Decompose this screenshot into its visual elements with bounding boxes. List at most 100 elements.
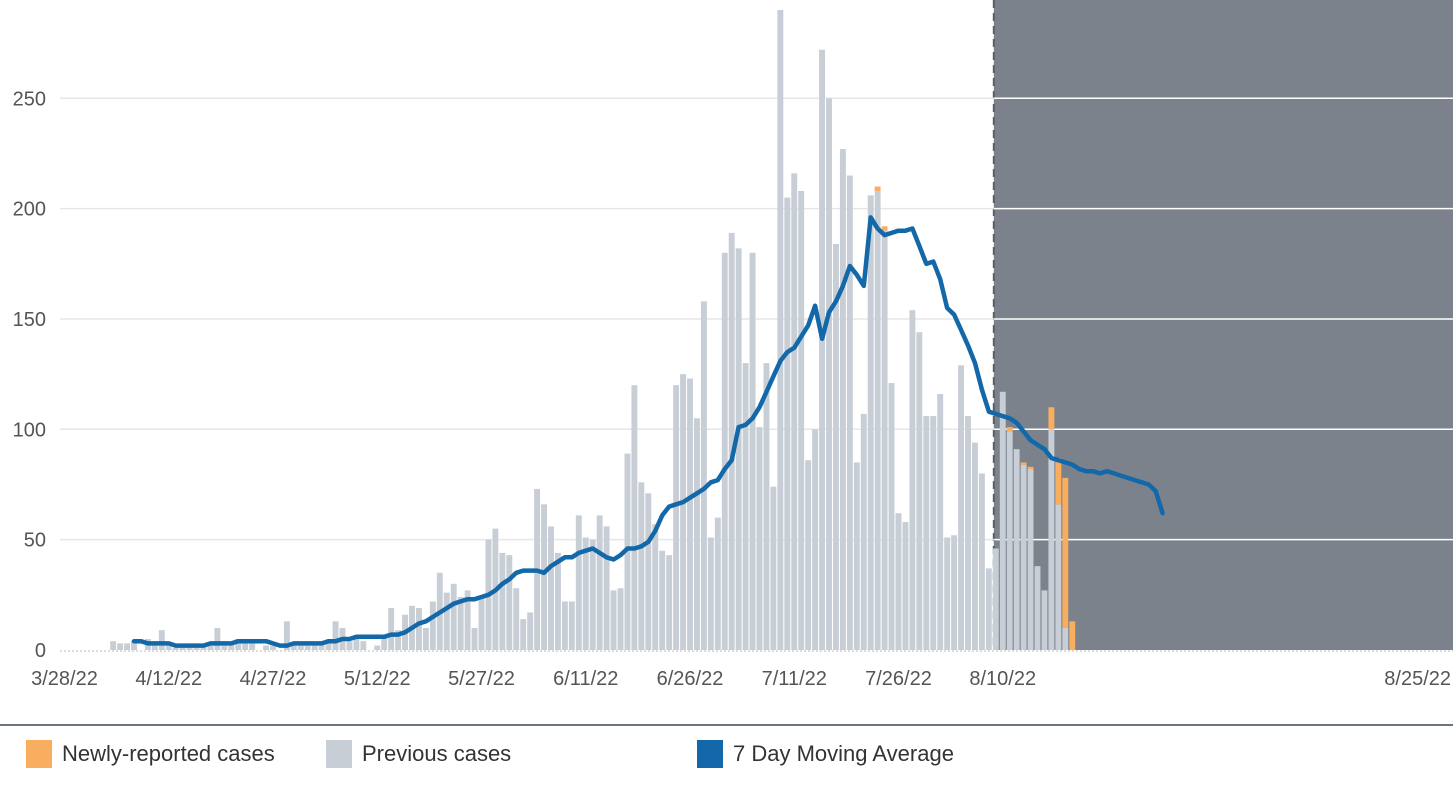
bar-previous[interactable] [290,643,297,650]
bar-previous[interactable] [186,647,193,650]
bar-previous[interactable] [235,638,242,650]
bar-previous[interactable] [958,365,964,650]
legend-item-moving-average[interactable]: 7 Day Moving Average [697,740,954,768]
bar-previous[interactable] [346,641,353,650]
bar-newly-reported[interactable] [881,226,888,231]
bar-previous[interactable] [165,645,172,650]
bar-newly-reported[interactable] [1055,458,1062,505]
bar-previous[interactable] [589,539,596,650]
bar-previous[interactable] [429,601,436,650]
bar-previous[interactable] [395,630,402,650]
bar-previous[interactable] [694,418,700,650]
bar-previous[interactable] [117,643,124,650]
bar-previous[interactable] [582,537,589,650]
bar-previous[interactable] [1062,627,1069,650]
bar-previous[interactable] [110,641,117,650]
bar-previous[interactable] [805,460,812,650]
bar-previous[interactable] [714,517,721,650]
bar-previous[interactable] [728,232,735,650]
bar-previous[interactable] [464,590,471,650]
bar-previous[interactable] [631,385,638,650]
bar-previous[interactable] [1013,449,1020,650]
bar-previous[interactable] [325,641,332,650]
bar-previous[interactable] [506,555,513,650]
bar-previous[interactable] [881,230,888,651]
bar-previous[interactable] [860,413,867,650]
bar-newly-reported[interactable] [1020,462,1027,465]
bar-previous[interactable] [770,486,777,650]
bar-previous[interactable] [680,374,686,650]
bar-previous[interactable] [193,647,200,650]
bar-previous[interactable] [826,98,832,650]
bar-newly-reported[interactable] [1069,621,1076,650]
bar-previous[interactable] [457,597,464,650]
bar-previous[interactable] [478,597,485,650]
bar-previous[interactable] [548,526,554,650]
bar-newly-reported[interactable] [874,186,881,191]
bar-previous[interactable] [249,643,256,650]
bar-previous[interactable] [763,363,770,650]
bar-previous[interactable] [353,638,360,650]
bar-previous[interactable] [283,621,290,650]
bar-previous[interactable] [1034,566,1041,650]
bar-previous[interactable] [846,175,853,650]
bar-previous[interactable] [443,592,450,650]
bar-previous[interactable] [603,526,610,650]
bar-newly-reported[interactable] [1062,477,1069,628]
bar-previous[interactable] [561,601,568,650]
bar-previous[interactable] [270,645,276,650]
bar-previous[interactable] [124,643,130,650]
bar-previous[interactable] [374,645,381,650]
bar-newly-reported[interactable] [1027,466,1034,470]
bar-previous[interactable] [471,627,478,650]
bar-previous[interactable] [1006,431,1013,650]
bar-previous[interactable] [902,522,909,650]
bar-previous[interactable] [575,515,582,650]
bar-previous[interactable] [228,643,235,650]
bar-previous[interactable] [999,391,1006,650]
bar-previous[interactable] [812,429,819,650]
bar-previous[interactable] [311,643,318,650]
bar-previous[interactable] [853,462,860,650]
bar-previous[interactable] [700,301,707,650]
bar-previous[interactable] [735,248,742,650]
bar-previous[interactable] [749,252,756,651]
bar-previous[interactable] [568,601,575,650]
bar-previous[interactable] [624,453,631,650]
bar-previous[interactable] [388,608,395,650]
bar-previous[interactable] [916,332,923,650]
bar-previous[interactable] [985,568,992,650]
bar-newly-reported[interactable] [1006,427,1013,432]
bar-previous[interactable] [673,385,680,650]
bar-previous[interactable] [207,643,214,650]
bar-previous[interactable] [242,638,249,650]
bar-previous[interactable] [965,416,971,650]
bar-previous[interactable] [756,427,763,650]
bar-previous[interactable] [833,243,839,650]
bar-previous[interactable] [221,645,228,650]
bar-previous[interactable] [555,552,561,650]
bar-previous[interactable] [450,583,457,650]
bar-previous[interactable] [839,149,846,650]
bar-previous[interactable] [1027,469,1034,650]
bar-previous[interactable] [923,416,930,650]
bar-previous[interactable] [777,10,784,650]
bar-previous[interactable] [1041,590,1048,650]
bar-previous[interactable] [422,627,429,650]
bar-previous[interactable] [888,382,895,650]
bar-previous[interactable] [944,537,951,650]
bar-previous[interactable] [416,608,422,650]
bar-previous[interactable] [742,363,749,650]
bar-previous[interactable] [617,588,624,650]
bar-previous[interactable] [707,537,714,650]
bar-previous[interactable] [151,643,158,650]
bar-previous[interactable] [214,627,221,650]
bar-previous[interactable] [1048,429,1055,650]
bar-previous[interactable] [638,482,645,650]
bar-previous[interactable] [652,524,659,650]
bar-previous[interactable] [1020,464,1027,650]
bar-previous[interactable] [610,590,617,650]
bar-previous[interactable] [687,378,693,650]
bar-previous[interactable] [930,416,937,650]
bar-previous[interactable] [1055,504,1062,650]
